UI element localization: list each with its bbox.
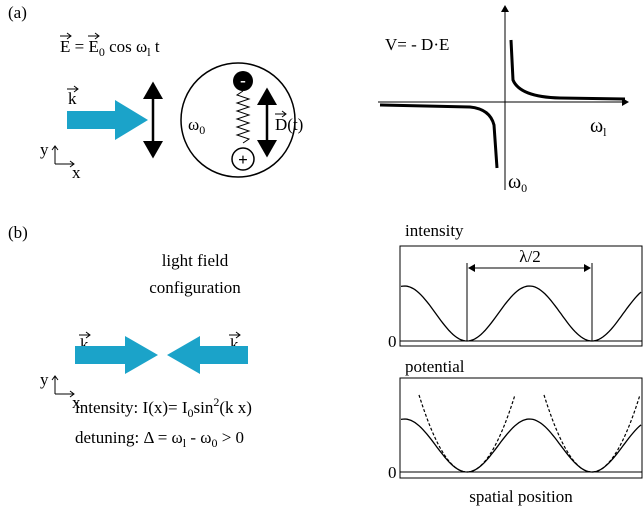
plot-frame (399, 245, 643, 347)
omega0-axis: ω0 (508, 171, 527, 195)
plot-frame (399, 377, 643, 479)
light-arrow (167, 336, 248, 374)
potential-curve (400, 418, 642, 473)
panel-label: (b) (8, 223, 28, 242)
axes-icon (51, 145, 75, 168)
plot-title: potential (405, 357, 465, 376)
vector-arrow (229, 331, 241, 339)
spring (235, 90, 251, 144)
nucleus (231, 147, 255, 171)
intensity-curve (400, 285, 642, 342)
k-label: k (230, 335, 239, 354)
light-arrow (67, 100, 148, 140)
config-title: light field (162, 251, 229, 270)
vector-arrow (275, 110, 287, 118)
config-title: configuration (149, 278, 241, 297)
zero-label: 0 (388, 332, 397, 351)
minus: - (240, 71, 246, 90)
guide-line (466, 263, 593, 341)
k-label: k (80, 335, 89, 354)
dipole-label: D(t) (275, 115, 303, 134)
field-equation: E = E0 cos ωl t (60, 37, 160, 59)
zero-label: 0 (388, 463, 397, 482)
omega-l-axis: ωl (590, 115, 607, 139)
panel-label: (a) (8, 3, 27, 22)
annotation: λ/2 (519, 247, 540, 266)
axis-y: y (40, 370, 49, 389)
potential-curve (379, 103, 499, 169)
x-label: spatial position (469, 487, 573, 506)
axis-x: x (72, 163, 81, 182)
light-arrow (75, 336, 158, 374)
axis-x: x (72, 393, 81, 412)
plot-title: intensity (405, 221, 464, 240)
vector-arrow (79, 331, 91, 339)
omega0: ω0 (188, 115, 205, 137)
intensity-formula: intensity: I(x)= I0sin2(k x) (75, 395, 252, 420)
atom (180, 62, 296, 178)
vector-arrow (67, 85, 79, 93)
potential-formula: V= - D·E (385, 35, 449, 54)
vector-arrow (60, 32, 100, 40)
electron (233, 71, 253, 91)
k-label: k (68, 89, 77, 108)
detuning: detuning: Δ = ωl - ω0 > 0 (75, 428, 244, 450)
axes-icon (51, 375, 75, 398)
axis-y: y (40, 140, 49, 159)
plus: + (238, 150, 248, 169)
potential-curve (509, 39, 626, 101)
harmonic-approx (418, 394, 641, 473)
